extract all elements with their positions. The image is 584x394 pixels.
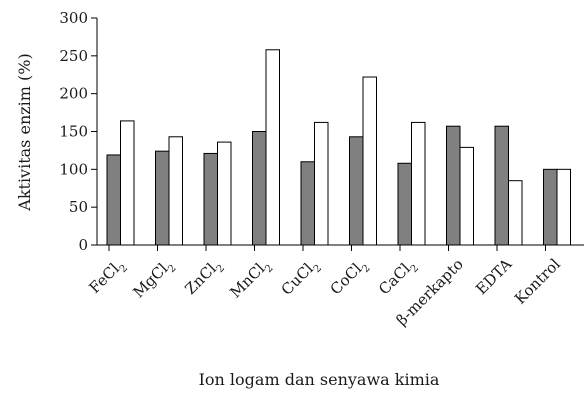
bar-series-1 (106, 154, 121, 246)
bar-series-1 (397, 162, 412, 246)
bar-series-1 (203, 152, 218, 246)
y-tick-label: 200 (59, 85, 88, 103)
x-axis-title: Ion logam dan senyawa kimia (199, 370, 440, 389)
x-category-label: ZnCl2 (181, 255, 227, 301)
bar-series-2 (459, 146, 474, 246)
bars (106, 49, 571, 246)
x-category-label: MgCl2 (129, 255, 178, 304)
bar-series-1 (252, 131, 267, 246)
bar-series-1 (543, 168, 558, 246)
bar-series-1 (446, 125, 461, 246)
y-axis-title: Aktivitas enzim (%) (15, 53, 34, 211)
bar-series-2 (120, 120, 135, 246)
x-category-label: CoCl2 (327, 255, 373, 301)
bar-series-2 (314, 121, 329, 246)
bar-series-2 (411, 121, 426, 246)
bar-series-2 (362, 76, 377, 246)
y-tick-label: 50 (69, 198, 88, 216)
bar-series-1 (494, 125, 509, 246)
x-axis: FeCl2 MgCl2 ZnCl2 MnCl2 CuCl2 CoCl2 CaCl2β-mer… (86, 244, 584, 329)
bar-series-2 (556, 168, 571, 246)
y-tick-label: 250 (59, 47, 88, 65)
y-axis: 0 50 100 150 200 250 300 (59, 9, 98, 254)
y-tick-label: 100 (59, 160, 88, 178)
bar-series-1 (300, 161, 315, 246)
x-category-label: CuCl2 (278, 255, 325, 302)
x-category-label: Kontrol (511, 255, 564, 308)
y-tick-label: 0 (78, 236, 88, 254)
bar-series-2 (265, 49, 280, 246)
bar-series-2 (168, 136, 183, 246)
y-tick-label: 150 (59, 123, 88, 141)
x-category-label: MnCl2 (226, 255, 275, 304)
x-category-label: FeCl2 (86, 255, 131, 300)
bar-series-1 (155, 150, 170, 246)
bar-series-1 (349, 136, 364, 246)
bar-series-2 (508, 180, 523, 246)
y-tick-label: 300 (59, 9, 88, 27)
x-category-label: EDTA (472, 255, 515, 298)
bar-series-2 (217, 141, 232, 246)
